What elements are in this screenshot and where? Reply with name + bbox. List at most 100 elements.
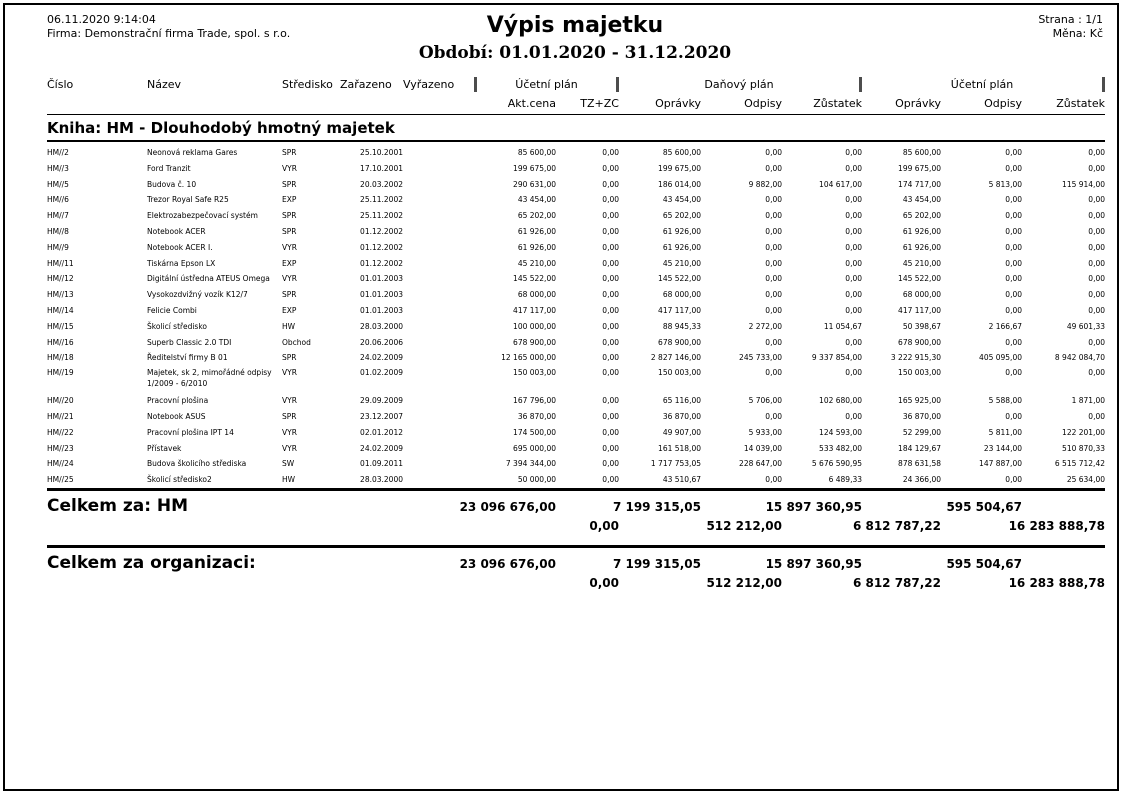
cell-akt-cena: 61 926,00 bbox=[517, 226, 556, 236]
cell-tz-zc: 0,00 bbox=[602, 274, 619, 284]
col-header-odpisy-ucet: Odpisy bbox=[984, 97, 1022, 110]
cell-vyrazeno bbox=[403, 472, 474, 488]
cell-akt-cena: 678 900,00 bbox=[513, 337, 556, 347]
cell-dept: VYR bbox=[282, 396, 297, 406]
cell-dept: VYR bbox=[282, 368, 297, 378]
cell-name: Notebook ASUS bbox=[147, 411, 206, 421]
totals-org-row1: Celkem za organizaci: 23 096 676,00 7 19… bbox=[47, 553, 1105, 573]
cell-odpisy-d: 0,00 bbox=[765, 226, 782, 236]
report-header-left: 06.11.2020 9:14:04 Firma: Demonstrační f… bbox=[47, 13, 419, 41]
cell-zustatek-u: 122 201,00 bbox=[1062, 427, 1105, 437]
cell-zustatek-u: 0,00 bbox=[1088, 258, 1105, 268]
table-row: HM//20 Pracovní plošina VYR 29.09.2009 167 7… bbox=[47, 393, 1105, 409]
cell-zustatek-d: 0,00 bbox=[845, 226, 862, 236]
cell-zustatek-d: 124 593,00 bbox=[819, 427, 862, 437]
total-opravky-dan: 7 199 315,05 bbox=[612, 499, 701, 514]
totals-hm-row1: Celkem za: HM 23 096 676,00 7 199 315,05… bbox=[47, 496, 1105, 516]
cell-vyrazeno bbox=[403, 208, 474, 224]
cell-zarazeno: 01.01.2003 bbox=[360, 290, 403, 300]
total-akt-cena: 23 096 676,00 bbox=[459, 499, 556, 514]
cell-tz-zc: 0,00 bbox=[602, 411, 619, 421]
totals-org-label: Celkem za organizaci: bbox=[47, 552, 256, 573]
cell-vyrazeno bbox=[403, 366, 474, 393]
cell-zarazeno: 25.11.2002 bbox=[360, 211, 403, 221]
cell-opravky-u: 3 222 915,30 bbox=[890, 353, 941, 363]
cell-name: Budova č. 10 bbox=[147, 179, 197, 189]
cell-dept: SPR bbox=[282, 353, 297, 363]
cell-dept: SPR bbox=[282, 226, 297, 236]
table-body: HM//2 Neonová reklama Gares SPR 25.10.2001 8… bbox=[47, 145, 1105, 488]
table-row: HM//14 Felicie Combi EXP 01.01.2003 417 117,… bbox=[47, 303, 1105, 319]
cell-vyrazeno bbox=[403, 256, 474, 272]
cell-name: Neonová reklama Gares bbox=[147, 148, 238, 157]
cell-zustatek-d: 0,00 bbox=[845, 242, 862, 252]
cell-name: Elektrozabezpečovací systém bbox=[147, 211, 258, 221]
report-period: Období: 01.01.2020 - 31.12.2020 bbox=[418, 43, 732, 63]
cell-opravky-d: 186 014,00 bbox=[658, 179, 701, 189]
report-title: Výpis majetku bbox=[486, 13, 664, 38]
cell-vyrazeno bbox=[403, 425, 474, 441]
cell-zarazeno: 28.03.2000 bbox=[360, 475, 403, 485]
cell-odpisy-u: 0,00 bbox=[1005, 195, 1022, 205]
cell-opravky-u: 68 000,00 bbox=[902, 290, 941, 300]
cell-opravky-u: 417 117,00 bbox=[898, 305, 941, 315]
cell-vyrazeno bbox=[403, 240, 474, 256]
cell-zustatek-d: 0,00 bbox=[845, 211, 862, 221]
cell-dept: VYR bbox=[282, 274, 297, 284]
total-opravky-dan: 7 199 315,05 bbox=[612, 556, 701, 571]
cell-odpisy-d: 0,00 bbox=[765, 368, 782, 378]
cell-akt-cena: 65 202,00 bbox=[517, 211, 556, 221]
cell-odpisy-u: 0,00 bbox=[1005, 148, 1022, 157]
cell-odpisy-u: 0,00 bbox=[1005, 242, 1022, 252]
cell-zustatek-d: 0,00 bbox=[845, 290, 862, 300]
cell-name: Ředitelství firmy B 01 bbox=[147, 353, 228, 363]
total-akt-cena: 23 096 676,00 bbox=[459, 556, 556, 571]
cell-odpisy-u: 0,00 bbox=[1005, 211, 1022, 221]
cell-zarazeno: 28.03.2000 bbox=[360, 321, 403, 331]
cell-zustatek-u: 6 515 712,42 bbox=[1054, 459, 1105, 469]
cell-zarazeno: 29.09.2009 bbox=[360, 396, 403, 406]
cell-dept: SPR bbox=[282, 148, 297, 157]
cell-vyrazeno bbox=[403, 145, 474, 161]
table-row: HM//11 Tiskárna Epson LX EXP 01.12.2002 45 2… bbox=[47, 256, 1105, 272]
cell-dept: SPR bbox=[282, 179, 297, 189]
total-tz-zc: 0,00 bbox=[589, 518, 619, 533]
cell-dept: SPR bbox=[282, 290, 297, 300]
cell-zustatek-d: 0,00 bbox=[845, 368, 862, 378]
cell-odpisy-d: 5 706,00 bbox=[748, 396, 782, 406]
cell-zustatek-d: 9 337 854,00 bbox=[811, 353, 862, 363]
col-header-odpisy-dan: Odpisy bbox=[744, 97, 782, 110]
cell-tz-zc: 0,00 bbox=[602, 163, 619, 173]
cell-odpisy-d: 5 933,00 bbox=[748, 427, 782, 437]
totals-hm-label: Celkem za: HM bbox=[47, 495, 189, 516]
cell-name: Ford Tranzit bbox=[147, 163, 191, 173]
cell-num: HM//16 bbox=[47, 337, 74, 347]
totals-hm-row2: 0,00 512 212,00 6 812 787,22 16 283 888,… bbox=[47, 519, 1105, 533]
cell-zarazeno: 23.12.2007 bbox=[360, 411, 403, 421]
cell-opravky-d: 417 117,00 bbox=[658, 305, 701, 315]
cell-odpisy-u: 0,00 bbox=[1005, 368, 1022, 378]
cell-tz-zc: 0,00 bbox=[602, 211, 619, 221]
cell-num: HM//9 bbox=[47, 242, 69, 252]
col-header-akt-cena: Akt.cena bbox=[507, 97, 556, 110]
cell-akt-cena: 167 796,00 bbox=[513, 396, 556, 406]
cell-zarazeno: 02.01.2012 bbox=[360, 427, 403, 437]
cell-odpisy-d: 0,00 bbox=[765, 475, 782, 485]
cell-zustatek-u: 8 942 084,70 bbox=[1054, 353, 1105, 363]
cell-zustatek-d: 0,00 bbox=[845, 148, 862, 157]
cell-tz-zc: 0,00 bbox=[602, 290, 619, 300]
table-row: HM//16 Superb Classic 2.0 TDI Obchod 20.06.… bbox=[47, 335, 1105, 351]
cell-num: HM//15 bbox=[47, 321, 74, 331]
cell-dept: VYR bbox=[282, 242, 297, 252]
cell-opravky-d: 2 827 146,00 bbox=[650, 353, 701, 363]
cell-opravky-d: 85 600,00 bbox=[662, 148, 701, 157]
cell-zustatek-u: 0,00 bbox=[1088, 274, 1105, 284]
cell-odpisy-d: 228 647,00 bbox=[739, 459, 782, 469]
cell-vyrazeno bbox=[403, 319, 474, 335]
cell-zarazeno: 01.01.2003 bbox=[360, 305, 403, 315]
cell-num: HM//22 bbox=[47, 427, 74, 437]
cell-dept: HW bbox=[282, 321, 296, 331]
cell-zustatek-u: 0,00 bbox=[1088, 305, 1105, 315]
cell-dept: SPR bbox=[282, 411, 297, 421]
cell-tz-zc: 0,00 bbox=[602, 368, 619, 378]
